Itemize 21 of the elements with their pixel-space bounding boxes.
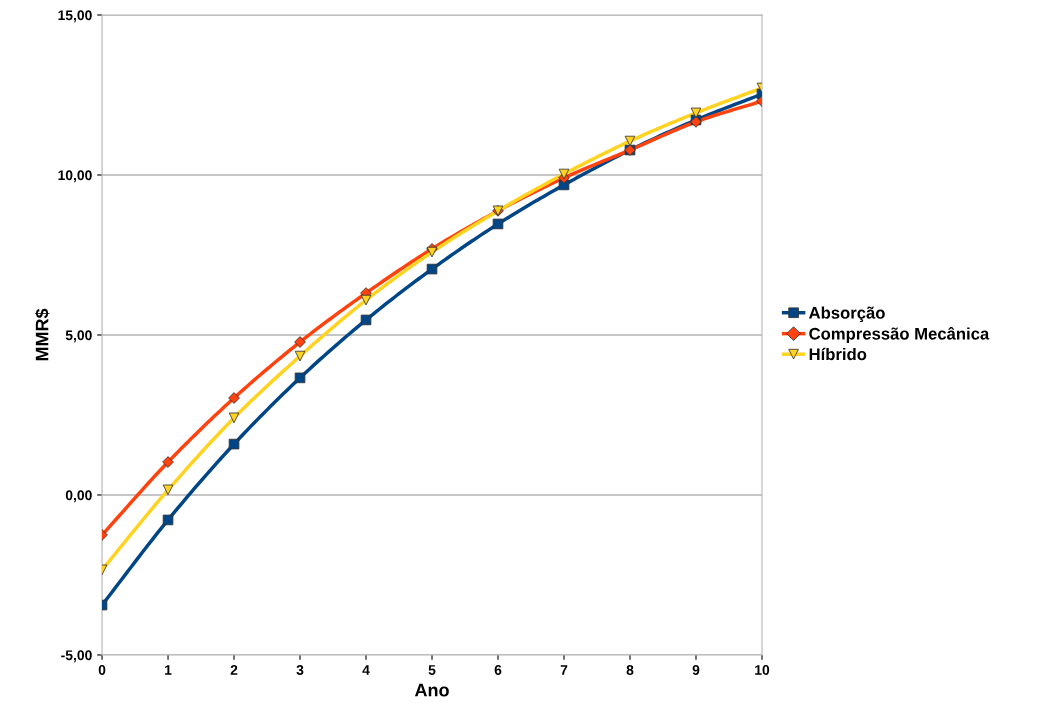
legend-label: Híbrido bbox=[809, 347, 867, 361]
x-axis-title: Ano bbox=[414, 683, 449, 697]
y-tick-label: 0,00 bbox=[65, 490, 92, 503]
x-tick-label: 9 bbox=[692, 665, 700, 675]
y-axis-title: MMR$ bbox=[34, 308, 50, 361]
x-tick-label: 8 bbox=[626, 665, 634, 675]
legend-label: Absorção bbox=[809, 306, 885, 323]
y-tick-label: 15,00 bbox=[58, 10, 92, 23]
x-tick-label: 4 bbox=[362, 665, 370, 675]
legend-label: Compressão Mecânica bbox=[809, 327, 990, 343]
x-tick-label: 0 bbox=[98, 665, 106, 675]
x-tick-label: 2 bbox=[230, 665, 238, 675]
x-tick-label: 10 bbox=[755, 665, 770, 675]
x-tick-label: 7 bbox=[560, 665, 568, 675]
x-tick-label: 5 bbox=[428, 665, 436, 675]
x-tick-label: 1 bbox=[165, 665, 172, 675]
y-tick-label: 10,00 bbox=[58, 170, 92, 183]
y-tick-label: -5,00 bbox=[61, 650, 92, 663]
x-tick-label: 6 bbox=[494, 665, 502, 675]
x-tick-label: 3 bbox=[296, 665, 304, 675]
y-tick-label: 5,00 bbox=[65, 330, 92, 343]
